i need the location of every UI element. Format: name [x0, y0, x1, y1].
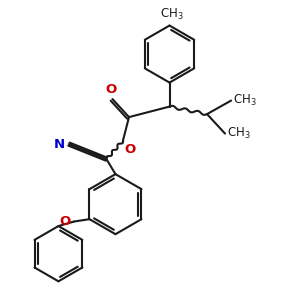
Text: CH$_3$: CH$_3$: [227, 126, 250, 141]
Text: O: O: [124, 143, 136, 156]
Text: O: O: [105, 83, 117, 96]
Text: CH$_3$: CH$_3$: [233, 93, 256, 108]
Text: N: N: [54, 138, 65, 151]
Text: CH$_3$: CH$_3$: [160, 7, 184, 22]
Text: O: O: [60, 215, 71, 228]
